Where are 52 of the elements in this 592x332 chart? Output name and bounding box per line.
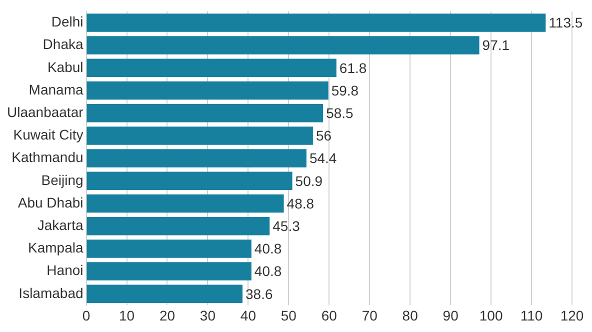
y-tick-label: Hanoi: [46, 262, 84, 278]
y-tick-label: Delhi: [51, 14, 84, 30]
y-tick-label: Islamabad: [18, 284, 84, 301]
data-label: 97.1: [482, 37, 510, 54]
x-tick-label: 110: [520, 307, 543, 324]
y-tick-label: Kuwait City: [13, 126, 84, 143]
x-tick-label: 10: [118, 307, 135, 324]
bar: [86, 14, 546, 32]
data-label: 45.3: [272, 218, 300, 234]
x-tick-label: 0: [82, 307, 90, 324]
bar: [86, 216, 270, 236]
x-tick-label: 20: [159, 307, 176, 324]
data-label: 59.8: [331, 82, 359, 98]
data-label: 61.8: [339, 60, 367, 76]
bar: [86, 284, 243, 304]
data-label: 113.5: [548, 14, 583, 31]
bar: [86, 240, 252, 258]
bar: [86, 81, 328, 100]
x-tick-label: 120: [560, 307, 584, 324]
x-tick-label: 60: [321, 307, 338, 324]
data-label: 56: [316, 128, 332, 144]
x-tick-label: 50: [280, 307, 297, 324]
data-label: 54.4: [309, 150, 337, 166]
y-tick-label: Ulaanbaatar: [6, 104, 84, 120]
data-label: 40.8: [254, 263, 282, 280]
y-tick-label: Kampala: [28, 240, 84, 256]
data-label: 38.6: [246, 286, 273, 302]
y-tick-label: Kabul: [47, 58, 84, 75]
data-label: 48.8: [286, 195, 314, 212]
y-tick-label: Kathmandu: [12, 149, 84, 166]
bar: [86, 149, 306, 168]
x-tick-label: 30: [200, 307, 216, 324]
y-tick-label: Manama: [28, 81, 84, 98]
y-tick-label: Beijing: [41, 172, 84, 188]
bar: [86, 126, 313, 145]
bar: [86, 172, 292, 190]
data-label: 50.9: [295, 172, 323, 189]
bar: [86, 36, 480, 54]
bar: [86, 194, 284, 213]
y-tick-label: Dhaka: [42, 36, 84, 52]
data-label: 58.5: [326, 104, 354, 121]
x-tick-label: 40: [240, 307, 256, 324]
bar: [86, 262, 252, 280]
y-tick-label: Jakarta: [37, 216, 84, 233]
x-tick-label: 70: [362, 307, 378, 324]
x-tick-label: 90: [442, 307, 459, 324]
bar: [86, 104, 324, 122]
data-label: 40.8: [254, 240, 282, 257]
x-tick-label: 100: [479, 307, 503, 324]
y-tick-label: Abu Dhabi: [18, 194, 84, 210]
x-tick-label: 80: [402, 307, 418, 324]
bar: [86, 58, 336, 78]
